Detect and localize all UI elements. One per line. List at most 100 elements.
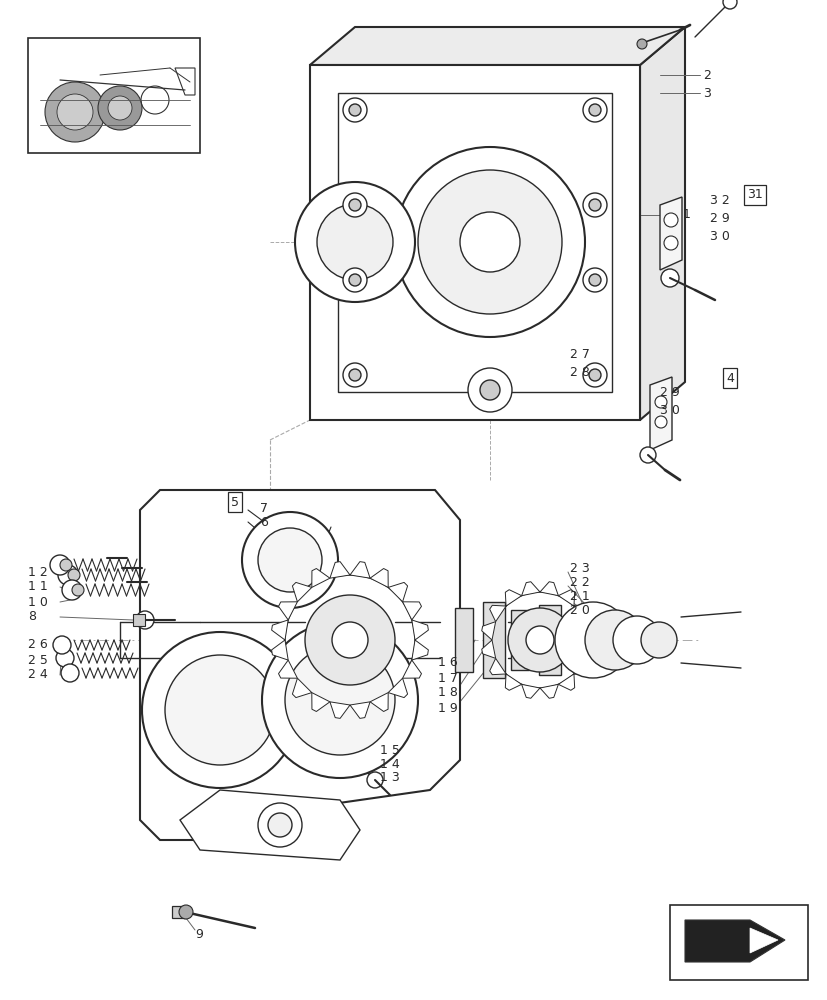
Text: 9: 9 [195, 928, 203, 941]
Polygon shape [504, 674, 521, 690]
Polygon shape [172, 906, 186, 918]
Polygon shape [312, 569, 329, 587]
Circle shape [348, 199, 361, 211]
Polygon shape [749, 928, 777, 953]
Circle shape [348, 274, 361, 286]
Polygon shape [557, 590, 574, 606]
Text: 6: 6 [260, 516, 268, 528]
Circle shape [636, 39, 646, 49]
Text: 1 4: 1 4 [380, 758, 399, 770]
Circle shape [342, 363, 366, 387]
Polygon shape [329, 702, 350, 718]
Circle shape [460, 212, 519, 272]
Circle shape [294, 182, 414, 302]
Circle shape [588, 199, 600, 211]
Text: 5: 5 [231, 495, 239, 508]
Circle shape [588, 104, 600, 116]
Text: 2 6: 2 6 [28, 639, 48, 652]
Polygon shape [309, 65, 639, 420]
Circle shape [394, 147, 585, 337]
Polygon shape [481, 640, 495, 658]
Polygon shape [584, 640, 598, 658]
Circle shape [141, 632, 298, 788]
Circle shape [108, 96, 131, 120]
Polygon shape [639, 27, 684, 420]
Text: 2 3: 2 3 [569, 562, 589, 574]
Text: 1 2: 1 2 [28, 566, 48, 578]
Circle shape [350, 755, 360, 765]
Polygon shape [584, 622, 598, 640]
Bar [482, 602, 504, 678]
Text: 2: 2 [702, 69, 710, 82]
Text: 3: 3 [702, 87, 710, 100]
Polygon shape [411, 620, 428, 640]
Circle shape [654, 396, 667, 408]
Circle shape [332, 622, 367, 658]
Polygon shape [521, 684, 539, 698]
Circle shape [72, 584, 84, 596]
Polygon shape [278, 602, 297, 620]
Polygon shape [329, 562, 350, 578]
Circle shape [45, 82, 105, 142]
Circle shape [50, 555, 70, 575]
Text: 1 7: 1 7 [437, 672, 457, 684]
Polygon shape [309, 27, 684, 65]
Polygon shape [402, 660, 421, 678]
Polygon shape [179, 790, 360, 860]
Circle shape [61, 664, 79, 682]
Polygon shape [402, 602, 421, 620]
Polygon shape [649, 377, 672, 450]
Polygon shape [539, 582, 557, 596]
Circle shape [98, 86, 141, 130]
Text: 8: 8 [28, 610, 36, 624]
Text: 1: 1 [682, 209, 690, 222]
Polygon shape [292, 582, 312, 602]
Circle shape [56, 649, 74, 667]
Circle shape [639, 447, 655, 463]
Bar [669, 905, 807, 980]
Circle shape [261, 622, 418, 778]
Circle shape [582, 98, 606, 122]
Text: 1 3: 1 3 [380, 771, 399, 784]
Text: 1 6: 1 6 [437, 656, 457, 670]
Bar [538, 605, 561, 675]
Circle shape [418, 170, 562, 314]
Bar [455, 608, 472, 672]
Bar [510, 610, 528, 670]
Circle shape [272, 527, 284, 539]
Polygon shape [140, 490, 460, 840]
Text: 1 5: 1 5 [380, 744, 399, 756]
Circle shape [179, 905, 193, 919]
Circle shape [654, 416, 667, 428]
Polygon shape [573, 658, 590, 675]
Polygon shape [539, 684, 557, 698]
Circle shape [284, 575, 414, 705]
Circle shape [582, 193, 606, 217]
Polygon shape [521, 582, 539, 596]
Polygon shape [489, 605, 505, 622]
Polygon shape [388, 582, 407, 602]
Circle shape [284, 645, 394, 755]
Text: 2 8: 2 8 [570, 366, 590, 379]
Polygon shape [271, 640, 288, 660]
Text: 2 1: 2 1 [569, 589, 589, 602]
Circle shape [342, 98, 366, 122]
Polygon shape [292, 678, 312, 698]
Circle shape [60, 559, 72, 571]
Text: 2 4: 2 4 [28, 668, 48, 682]
Polygon shape [350, 702, 370, 718]
Text: 2 9: 2 9 [659, 386, 679, 399]
Polygon shape [557, 674, 574, 690]
Polygon shape [504, 590, 521, 606]
Text: 3 2: 3 2 [709, 194, 729, 207]
Text: 31: 31 [746, 188, 762, 202]
Polygon shape [278, 660, 297, 678]
Circle shape [582, 363, 606, 387]
Circle shape [68, 569, 80, 581]
Bar [28, 38, 200, 153]
Circle shape [258, 528, 322, 592]
Circle shape [317, 204, 393, 280]
Circle shape [722, 0, 736, 9]
Circle shape [258, 803, 302, 847]
Circle shape [268, 813, 292, 837]
